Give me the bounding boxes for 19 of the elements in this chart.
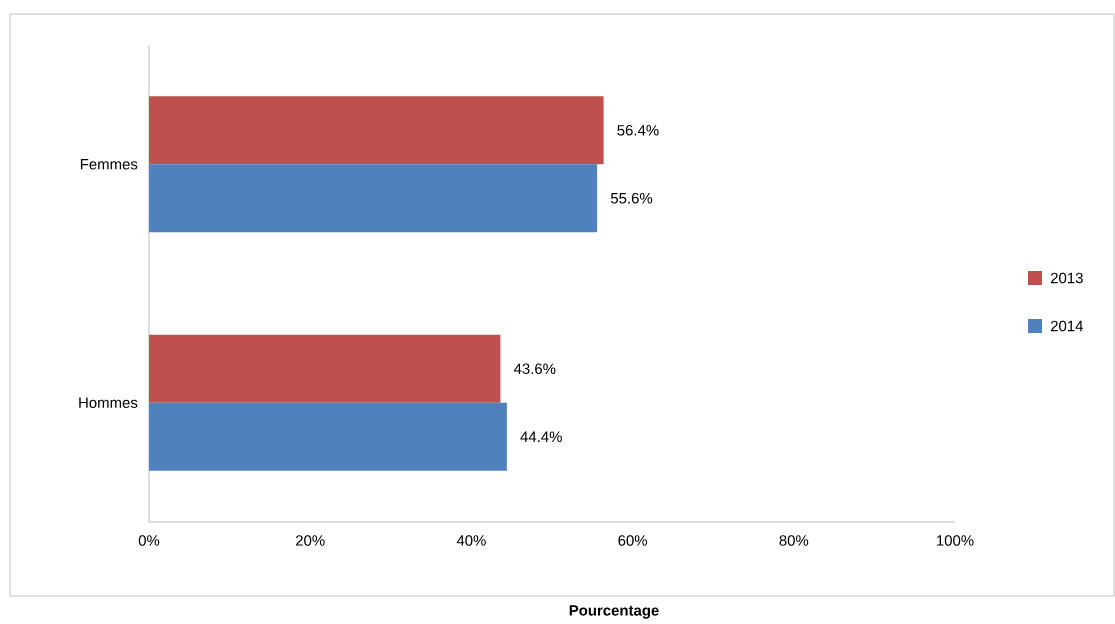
data-label: 44.4% xyxy=(520,431,562,442)
x-tick-label: 0% xyxy=(138,535,160,546)
data-label: 43.6% xyxy=(513,363,556,375)
x-tick-label: 60% xyxy=(618,535,648,546)
data-label: 55.6% xyxy=(610,192,653,204)
x-tick-label: 40% xyxy=(456,535,486,546)
legend-label: 2014 xyxy=(1050,320,1083,332)
bar xyxy=(149,164,598,233)
bar xyxy=(149,402,507,471)
x-tick-label: 80% xyxy=(779,535,809,546)
x-axis-title: Pourcentage xyxy=(569,605,659,619)
data-label: 56.4% xyxy=(617,124,659,136)
legend-label: 2013 xyxy=(1050,272,1083,284)
bar xyxy=(149,96,604,165)
x-tick-label: 20% xyxy=(296,535,325,546)
bar xyxy=(149,334,501,403)
y-tick-label: Hommes xyxy=(79,397,138,408)
x-tick-label: 100% xyxy=(937,535,974,546)
y-tick-label: Femmes xyxy=(80,159,138,170)
